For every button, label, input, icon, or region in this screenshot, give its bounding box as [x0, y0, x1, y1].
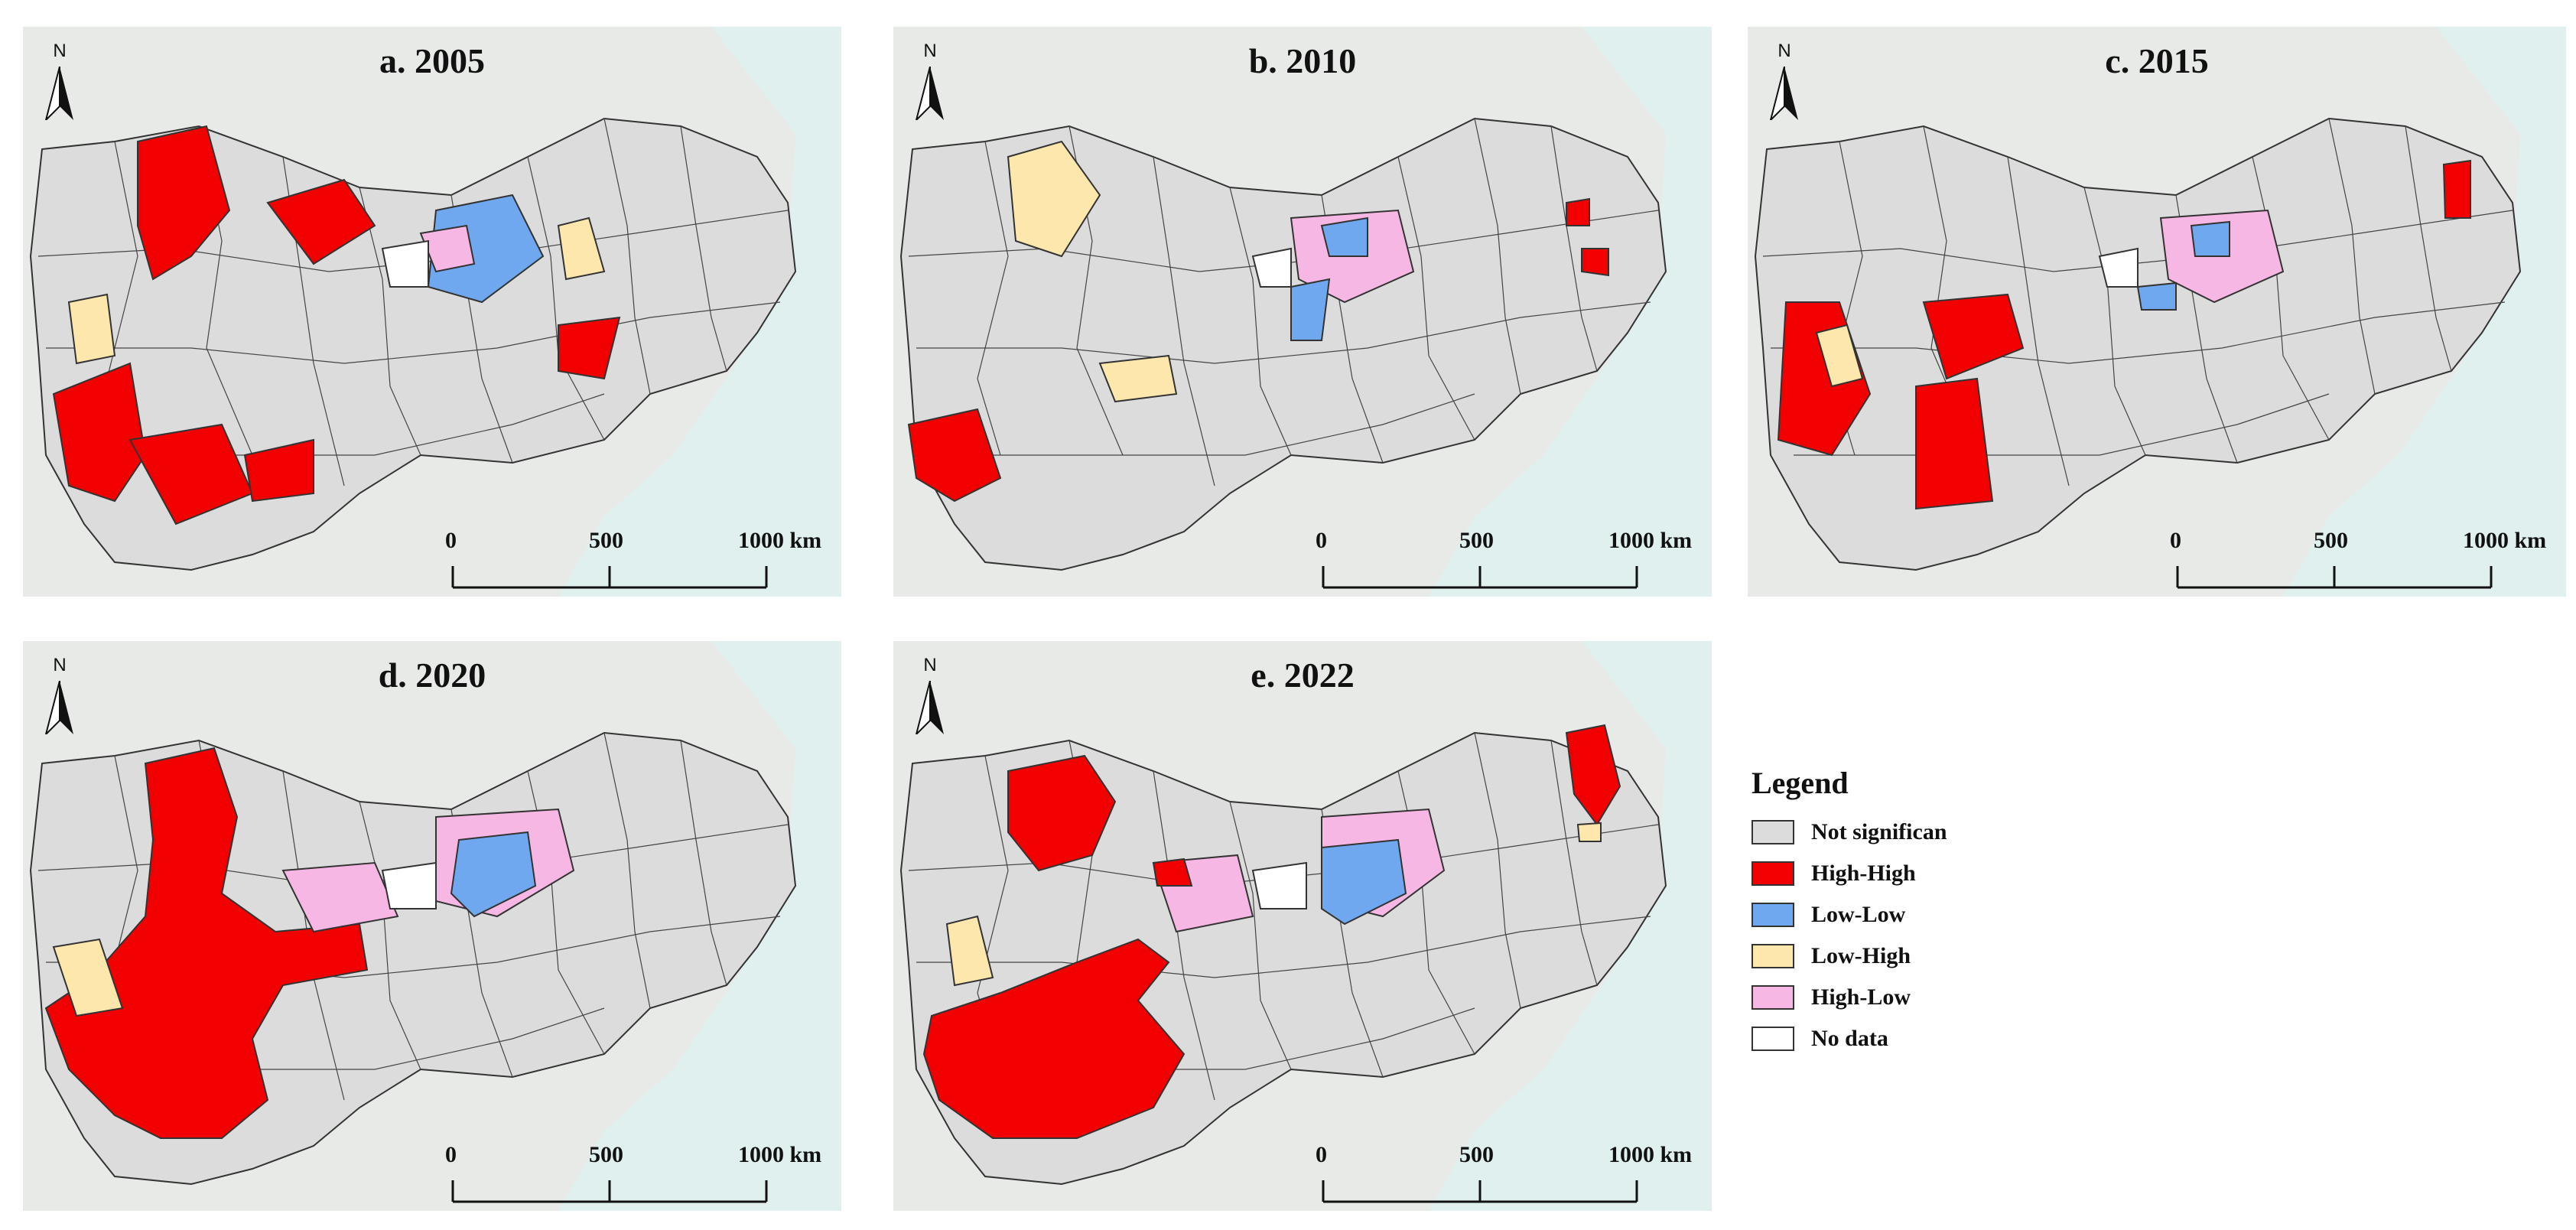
- scale-label-0: 0: [1316, 1142, 1327, 1167]
- scale-ruler: [451, 1180, 768, 1203]
- panel-title: c. 2015: [2105, 41, 2209, 80]
- scale-label-500: 500: [589, 528, 623, 553]
- scale-bar: 0 500 1000 km: [2161, 528, 2547, 597]
- scale-label-1000: 1000 km: [738, 1142, 822, 1167]
- north-arrow: N: [37, 655, 83, 747]
- north-arrow: N: [907, 655, 953, 747]
- scale-label-500: 500: [1459, 1142, 1494, 1167]
- scale-label-1000: 1000 km: [2463, 528, 2547, 553]
- scale-ruler: [1322, 566, 1638, 589]
- scale-label-1000: 1000 km: [738, 528, 822, 553]
- scale-label-1000: 1000 km: [1608, 1142, 1693, 1167]
- panel-title: d. 2020: [378, 656, 486, 695]
- legend-item-high-high: High-High: [1751, 853, 1996, 894]
- scale-label-500: 500: [1459, 528, 1494, 553]
- legend-swatch-low-high: [1751, 944, 1794, 968]
- scale-label-500: 500: [589, 1142, 623, 1167]
- scale-label-0: 0: [445, 528, 457, 553]
- scale-label-500: 500: [2314, 528, 2348, 553]
- scale-label-0: 0: [2170, 528, 2181, 553]
- map-2020: [23, 641, 841, 1211]
- north-label: N: [53, 41, 67, 61]
- scale-ruler: [1322, 1180, 1638, 1203]
- legend-swatch-no-data: [1751, 1027, 1794, 1051]
- map-2005: [23, 27, 841, 597]
- scale-ruler: [2176, 566, 2493, 589]
- north-arrow: N: [1761, 41, 1807, 132]
- map-panel-2022: e. 2022 N 0 500 1000 km: [893, 641, 1712, 1211]
- scale-bar: 0 500 1000 km: [436, 528, 822, 597]
- legend-label: Low-High: [1811, 943, 1911, 968]
- legend-item-no-data: No data: [1751, 1018, 1996, 1059]
- map-panel-2010: b. 2010 N 0 500 1000 km: [893, 27, 1712, 597]
- north-arrow-icon: [1769, 67, 1798, 120]
- scale-bar: 0 500 1000 km: [1306, 1142, 1693, 1211]
- north-arrow: N: [907, 41, 953, 132]
- map-2010: [893, 27, 1712, 597]
- legend-title: Legend: [1751, 766, 1849, 800]
- north-arrow-icon: [915, 67, 944, 120]
- legend: Legend Not significan High-High Low-Low …: [1751, 765, 1996, 1086]
- panel-title: e. 2022: [1251, 656, 1355, 695]
- scale-label-0: 0: [1316, 528, 1327, 553]
- north-label: N: [1778, 41, 1791, 61]
- legend-item-low-low: Low-Low: [1751, 894, 1996, 936]
- north-label: N: [923, 41, 937, 61]
- legend-item-not-significant: Not significan: [1751, 812, 1996, 853]
- scale-bar: 0 500 1000 km: [436, 1142, 822, 1211]
- legend-label: Not significan: [1811, 819, 1947, 844]
- panel-title: a. 2005: [379, 41, 485, 80]
- map-2022: [893, 641, 1712, 1211]
- legend-item-high-low: High-Low: [1751, 977, 1996, 1018]
- legend-label: High-High: [1811, 861, 1916, 886]
- scale-bar: 0 500 1000 km: [1306, 528, 1693, 597]
- panel-title: b. 2010: [1248, 41, 1357, 80]
- legend-swatch-high-high: [1751, 861, 1794, 886]
- north-arrow-icon: [44, 67, 73, 120]
- north-label: N: [923, 655, 937, 675]
- scale-ruler: [451, 566, 768, 589]
- legend-label: No data: [1811, 1026, 1888, 1051]
- legend-swatch-low-low: [1751, 903, 1794, 927]
- legend-item-low-high: Low-High: [1751, 936, 1996, 977]
- map-panel-2020: d. 2020 N 0 500 1000 km: [23, 641, 841, 1211]
- scale-label-0: 0: [445, 1142, 457, 1167]
- legend-swatch-not-significant: [1751, 820, 1794, 844]
- north-arrow: N: [37, 41, 83, 132]
- map-2015: [1748, 27, 2566, 597]
- north-label: N: [53, 655, 67, 675]
- scale-label-1000: 1000 km: [1608, 528, 1693, 553]
- map-panel-2015: c. 2015 N 0 500 1000 km: [1748, 27, 2566, 597]
- north-arrow-icon: [44, 681, 73, 734]
- legend-label: High-Low: [1811, 984, 1911, 1010]
- map-panel-2005: a. 2005 N 0 500 1000 km: [23, 27, 841, 597]
- north-arrow-icon: [915, 681, 944, 734]
- legend-label: Low-Low: [1811, 902, 1906, 927]
- legend-swatch-high-low: [1751, 985, 1794, 1010]
